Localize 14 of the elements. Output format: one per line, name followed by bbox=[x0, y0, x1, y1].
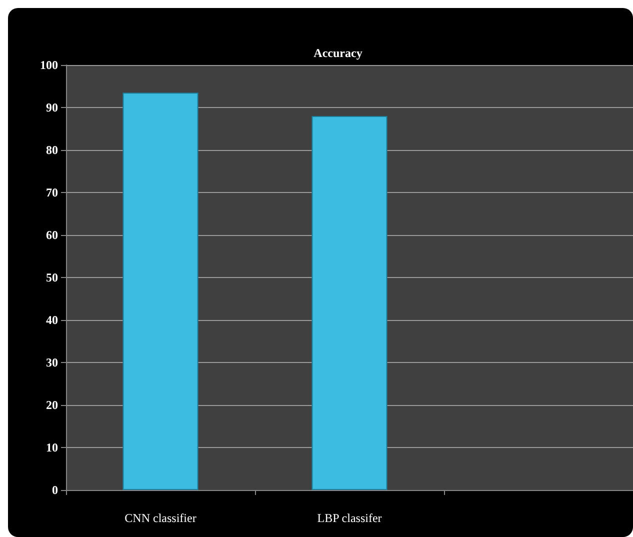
y-tick-label: 100 bbox=[40, 58, 58, 72]
y-tick-label: 60 bbox=[46, 228, 58, 242]
x-tick-label: CNN classifier bbox=[124, 511, 196, 525]
y-tick-label: 30 bbox=[46, 356, 58, 370]
y-tick-label: 90 bbox=[46, 100, 58, 114]
chart-title: Accuracy bbox=[314, 46, 362, 60]
x-tick-label: LBP classifer bbox=[317, 511, 382, 525]
y-tick-label: 80 bbox=[46, 143, 58, 157]
y-tick-label: 20 bbox=[46, 398, 58, 412]
y-tick-label: 10 bbox=[46, 440, 58, 454]
y-tick-label: 70 bbox=[46, 186, 58, 200]
y-tick-label: 40 bbox=[46, 313, 58, 327]
y-tick-label: 50 bbox=[46, 270, 58, 284]
y-tick-label: 0 bbox=[52, 483, 58, 497]
